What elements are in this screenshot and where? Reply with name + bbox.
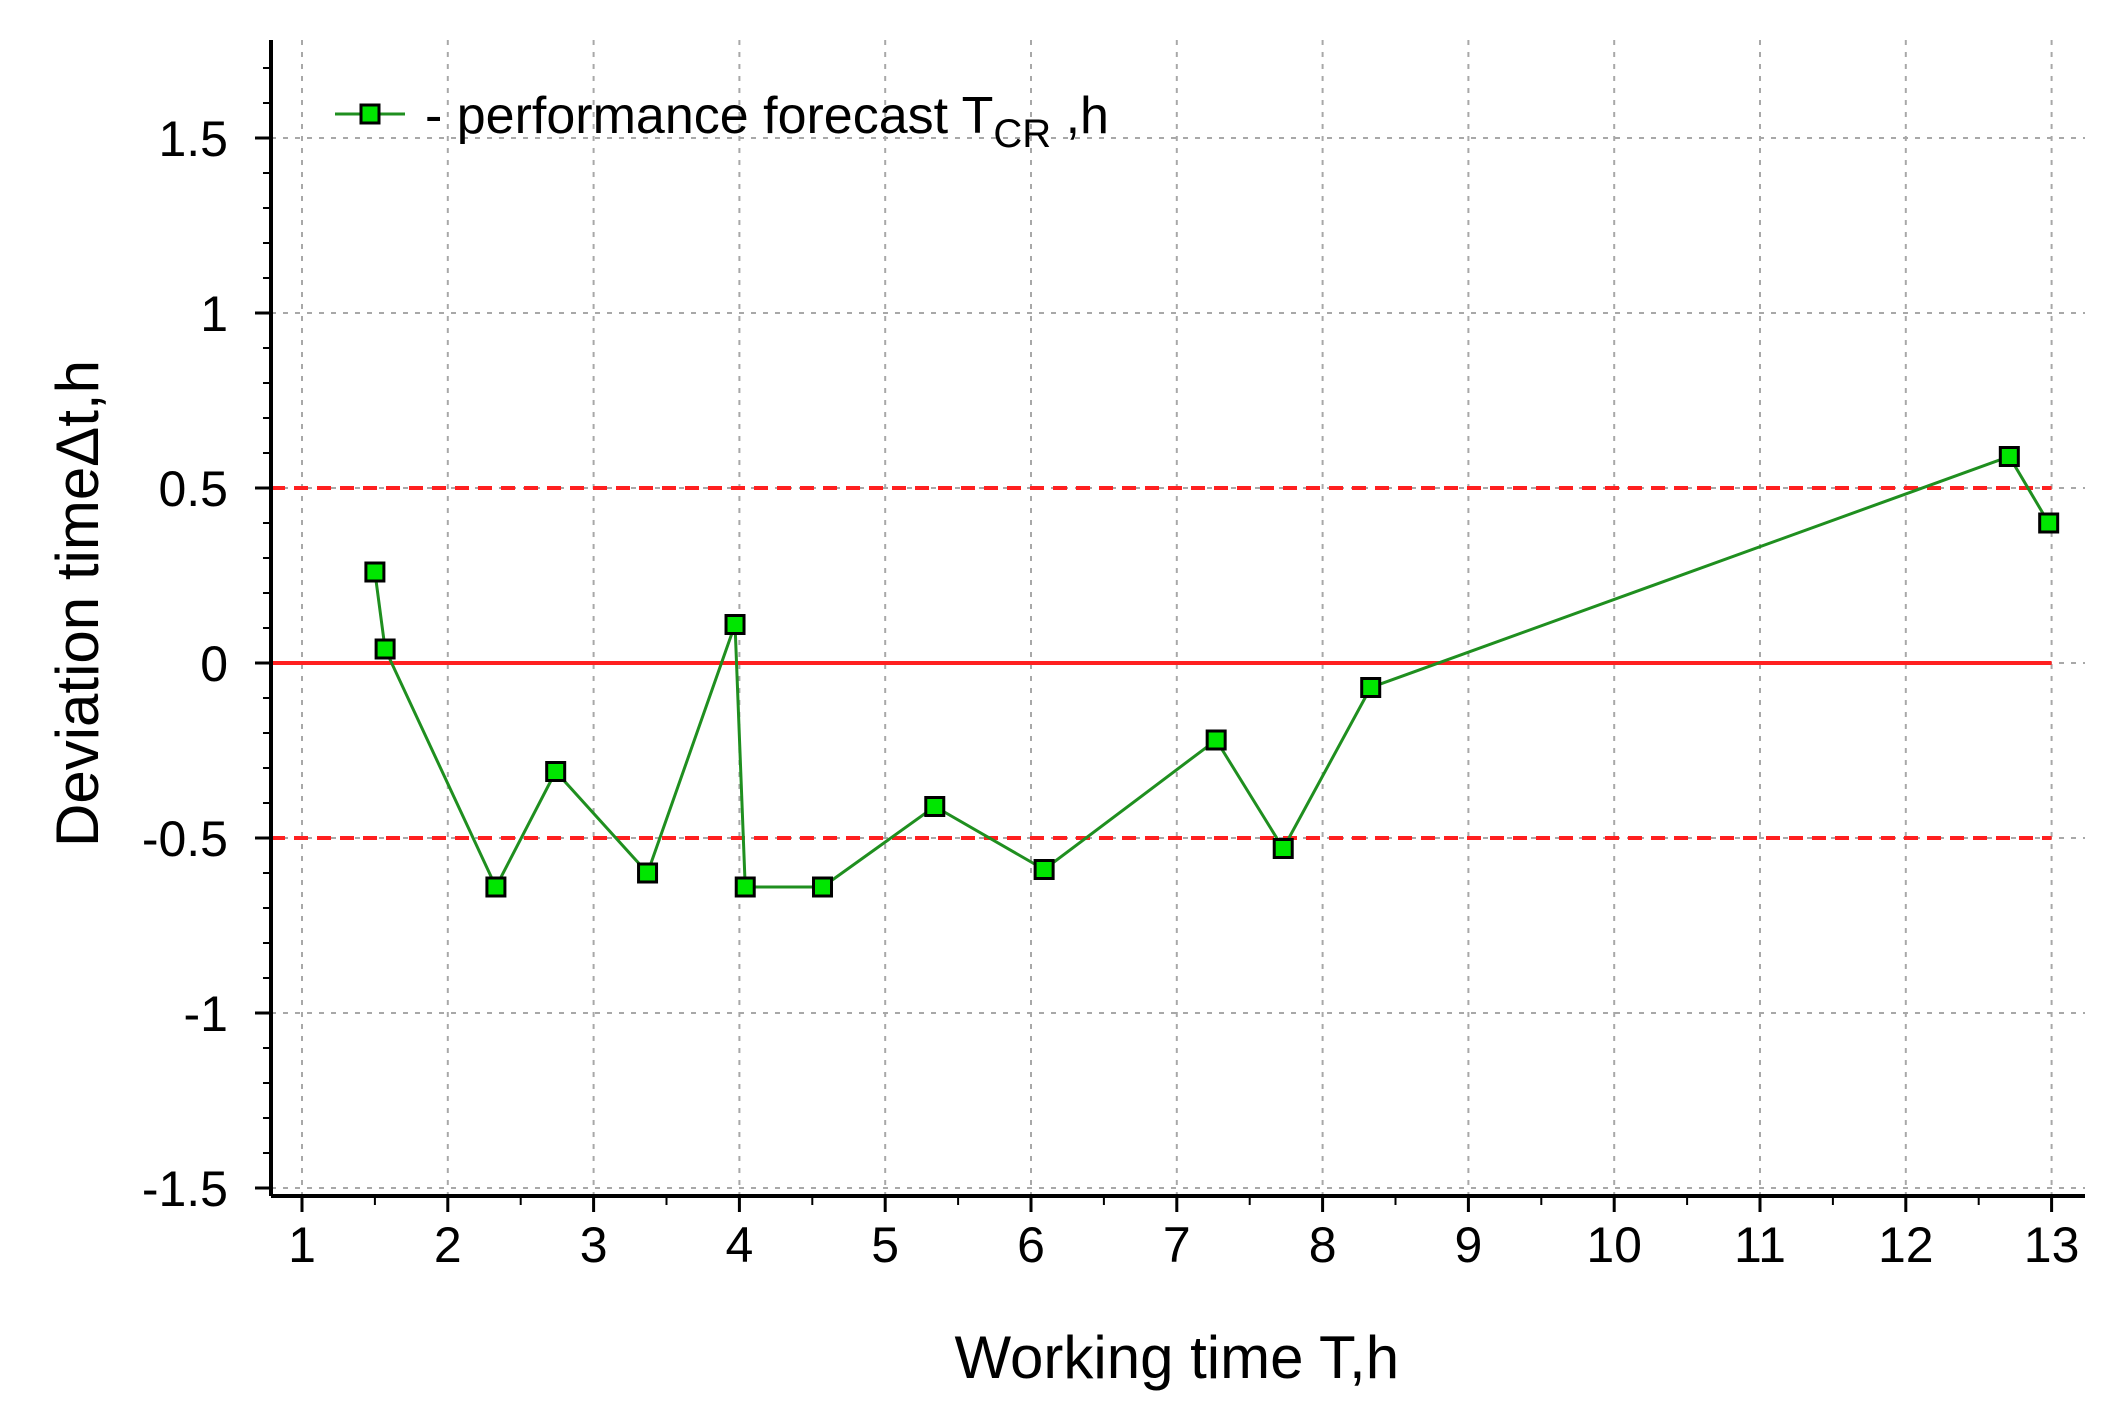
x-tick-label: 3 xyxy=(580,1217,608,1273)
x-axis-title: Working time T,h xyxy=(954,1324,1399,1391)
x-tick-label: 7 xyxy=(1163,1217,1191,1273)
x-tick-label: 13 xyxy=(2024,1217,2080,1273)
data-point xyxy=(1033,859,1055,880)
data-point xyxy=(734,876,756,898)
x-tick-label: 4 xyxy=(725,1217,753,1273)
grid xyxy=(271,40,2085,1196)
data-point xyxy=(924,796,946,817)
y-axis-title: Deviation timeΔt,h xyxy=(44,360,111,847)
data-point xyxy=(2038,512,2060,534)
tick-labels: 1 2 3 4 5 6 7 8 9 10 11 12 13-1.5-1-0.500.511.5 xyxy=(142,111,2080,1273)
reference-lines xyxy=(271,486,2052,840)
y-tick-label: 0 xyxy=(200,636,228,692)
x-tick-label: 12 xyxy=(1878,1217,1934,1273)
x-tick-label: 10 xyxy=(1586,1217,1642,1273)
legend-label-suffix: ,h xyxy=(1051,87,1109,145)
data-point xyxy=(1272,838,1294,859)
data-point xyxy=(374,638,396,660)
data-point xyxy=(364,561,386,583)
data-point xyxy=(1205,729,1227,751)
x-tick-label: 2 xyxy=(434,1217,462,1273)
legend-label-subscript: CR xyxy=(993,112,1051,156)
data-point xyxy=(1998,446,2020,467)
data-point xyxy=(1360,677,1382,698)
x-tick-label: 11 xyxy=(1734,1217,1786,1273)
data-point xyxy=(812,876,834,898)
y-tick-label: -0.5 xyxy=(142,811,228,867)
y-tick-label: 1 xyxy=(200,286,228,342)
y-tick-label: -1.5 xyxy=(142,1161,228,1217)
data-point xyxy=(485,876,507,898)
x-tick-label: 8 xyxy=(1309,1217,1337,1273)
legend-marker-sample xyxy=(359,103,381,125)
legend: - performance forecast TCR ,h xyxy=(335,87,1109,156)
x-tick-label: 6 xyxy=(1017,1217,1045,1273)
x-tick-label: 9 xyxy=(1454,1217,1482,1273)
y-tick-label: -1 xyxy=(184,986,228,1042)
y-tick-label: 1.5 xyxy=(158,111,228,167)
x-tick-label: 1 xyxy=(288,1217,316,1273)
legend-label: - performance forecast TCR ,h xyxy=(425,87,1109,156)
data-point xyxy=(724,614,746,635)
data-point xyxy=(545,761,567,782)
series-line xyxy=(373,454,2050,891)
legend-label-main: - performance forecast T xyxy=(425,87,993,145)
series xyxy=(364,446,2060,898)
data-point xyxy=(637,862,659,884)
x-tick-label: 5 xyxy=(871,1217,899,1273)
axes xyxy=(255,40,2085,1212)
y-tick-label: 0.5 xyxy=(158,461,228,517)
